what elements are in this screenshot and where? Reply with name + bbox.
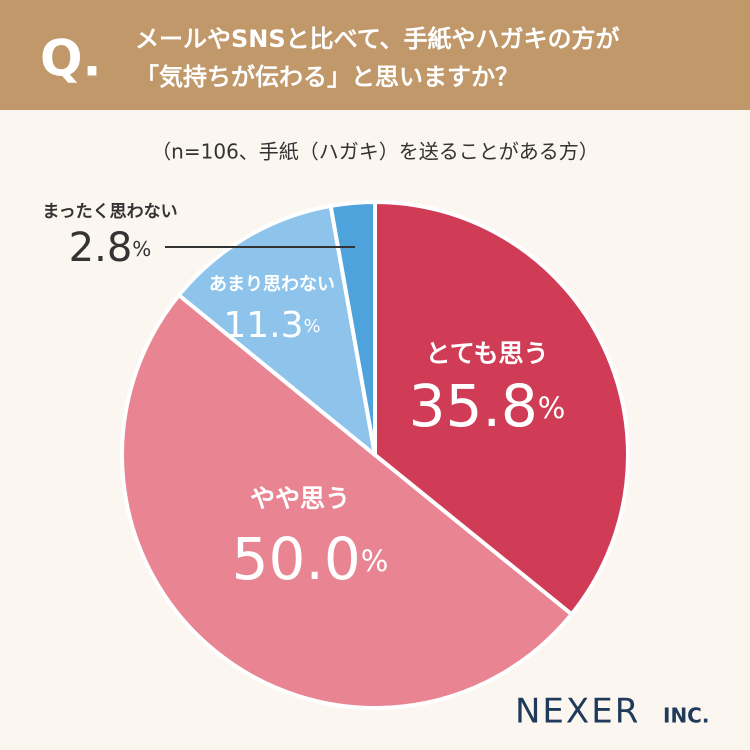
pie-slice: [328, 200, 377, 457]
category-label: あまり思わない: [209, 274, 335, 295]
question-line: 「気持ちが伝わる」と思いますか？: [135, 63, 519, 91]
value-number: 50.0: [232, 525, 361, 593]
pie-slice: [119, 293, 574, 711]
value-unit: %: [304, 316, 321, 337]
category-label: やや思う: [250, 484, 350, 513]
value-number: 11.3: [223, 305, 303, 346]
value-number: 2.8: [69, 225, 133, 271]
value-label: 11.3%: [223, 305, 320, 346]
pie: [119, 200, 630, 711]
brand-name: NEXER: [515, 692, 640, 732]
value-unit: %: [538, 391, 566, 425]
value-number: 35.8: [409, 372, 538, 440]
subtitle: （n=106、手紙（ハガキ）を送ることがある方）: [151, 140, 599, 164]
question-line: メールやSNSと比べて、手紙やハガキの方が: [135, 25, 620, 53]
pie-slice: [373, 200, 630, 617]
value-unit: %: [361, 544, 389, 578]
brand-suffix: INC.: [663, 704, 709, 728]
value-unit: %: [132, 237, 151, 261]
q-mark: Q.: [40, 30, 102, 88]
value-label: 35.8%: [409, 372, 566, 440]
labels: とても思う 35.8% やや思う 50.0% あまり思わない 11.3% まったく思わない 2…: [42, 202, 565, 593]
pie-slice: [176, 203, 377, 457]
value-label: 50.0%: [232, 525, 389, 593]
header-band: [0, 0, 750, 110]
value-label: 2.8%: [69, 225, 152, 271]
category-label: とても思う: [425, 339, 548, 368]
category-label: まったく思わない: [42, 202, 177, 222]
